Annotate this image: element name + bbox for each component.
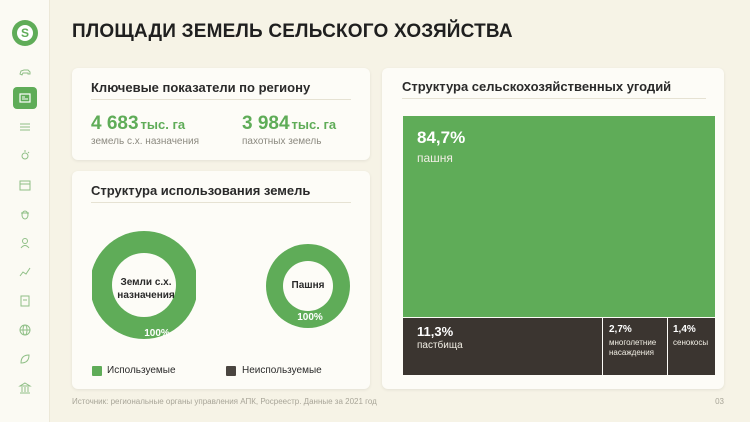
wheat-field-icon (20, 123, 30, 131)
logo-letter: S (17, 25, 33, 41)
nav-item-institutions[interactable] (13, 377, 37, 399)
kpi-value-agri-land: 4 683 тыс. га (91, 113, 185, 135)
nav-item-farmers[interactable] (13, 232, 37, 254)
land-use-card: Структура использования земель Земли с.х… (72, 171, 370, 389)
globe-icon (19, 324, 31, 336)
donut-label-line: Земли с.х. (120, 277, 172, 288)
treemap-cell-hayfields: 1,4% сенокосы (668, 318, 715, 375)
donut-label-line: назначения (117, 290, 175, 301)
kpi-label-agri-land: земель с.х. назначения (91, 136, 200, 147)
treemap-label: пашня (417, 151, 453, 165)
page-number: 03 (715, 397, 724, 406)
institution-icon (18, 382, 32, 394)
donut-agri-land (92, 231, 196, 339)
nav-item-trends[interactable] (13, 261, 37, 283)
nav-item-livestock[interactable] (13, 61, 37, 83)
nav-item-crops[interactable] (13, 116, 37, 138)
treemap-label-line: многолетние (609, 338, 657, 347)
treemap-label: пастбища (417, 340, 463, 351)
document-icon (20, 295, 30, 307)
donut-arable-label: Пашня (291, 280, 325, 291)
land-use-divider (91, 202, 351, 203)
kpi-label-arable: пахотных земель (242, 136, 322, 147)
treemap-cell-pastures: 11,3% пастбища (403, 318, 602, 375)
legend-unused-label: Неиспользуемые (242, 365, 322, 376)
farmer-icon (20, 238, 30, 249)
kpi-number: 3 984 (242, 113, 290, 134)
nav-item-geo[interactable] (13, 319, 37, 341)
kpi-card: Ключевые показатели по региону 4 683 тыс.… (72, 68, 370, 160)
legend-unused-swatch (226, 366, 236, 376)
treemap-label: сенокосы (673, 338, 709, 347)
kpi-number: 4 683 (91, 113, 139, 134)
kpi-unit: тыс. га (291, 117, 337, 132)
nav-item-weather[interactable] (13, 145, 37, 167)
treemap-pct: 1,4% (673, 324, 696, 335)
kpi-value-arable: 3 984 тыс. га (242, 113, 336, 135)
kpi-card-title: Ключевые показатели по региону (91, 80, 311, 95)
page-title: ПЛОЩАДИ ЗЕМЕЛЬ СЕЛЬСКОГО ХОЗЯЙСТВА (72, 21, 513, 42)
trend-chart-icon (19, 267, 31, 277)
structure-card: Структура сельскохозяйственных угодий 84… (382, 68, 724, 389)
donut-agri-land-hole (112, 253, 176, 317)
treemap-cell-arable: 84,7% пашня (403, 116, 715, 317)
logo[interactable]: S (12, 20, 38, 46)
leaf-icon (20, 354, 30, 364)
treemap-pct: 2,7% (609, 324, 632, 335)
structure-card-title: Структура сельскохозяйственных угодий (402, 79, 672, 94)
calendar-icon (19, 180, 31, 191)
nav-item-documents[interactable] (13, 290, 37, 312)
legend-used-swatch (92, 366, 102, 376)
donut-arable-hole (283, 261, 333, 311)
nav-item-calendar[interactable] (13, 174, 37, 196)
structure-divider (402, 98, 706, 99)
donut-agri-land-label: Земли с.х. назначения (114, 276, 178, 302)
source-footnote: Источник: региональные органы управления… (72, 397, 377, 406)
bug-icon (21, 210, 29, 220)
nav-item-ecology[interactable] (13, 348, 37, 370)
nav-item-pests[interactable] (13, 203, 37, 225)
kpi-unit: тыс. га (140, 117, 186, 132)
kpi-divider (91, 99, 351, 100)
sidebar: S (0, 0, 50, 422)
land-use-card-title: Структура использования земель (91, 183, 311, 198)
treemap-label: многолетние насаждения (609, 338, 656, 358)
nav-item-fields[interactable] (13, 87, 37, 109)
treemap-cell-perennial: 2,7% многолетние насаждения (603, 318, 667, 375)
donut-arable (266, 244, 350, 328)
donut-arable-pct: 100% (297, 312, 323, 323)
weather-icon (21, 150, 30, 160)
legend-used-label: Используемые (107, 365, 176, 376)
donut-agri-land-pct: 100% (144, 328, 170, 339)
treemap-label-line: насаждения (609, 348, 655, 357)
treemap-pct: 11,3% (417, 324, 454, 339)
treemap-pct: 84,7% (417, 128, 466, 147)
cow-icon (19, 69, 31, 76)
field-card-icon (19, 93, 31, 103)
